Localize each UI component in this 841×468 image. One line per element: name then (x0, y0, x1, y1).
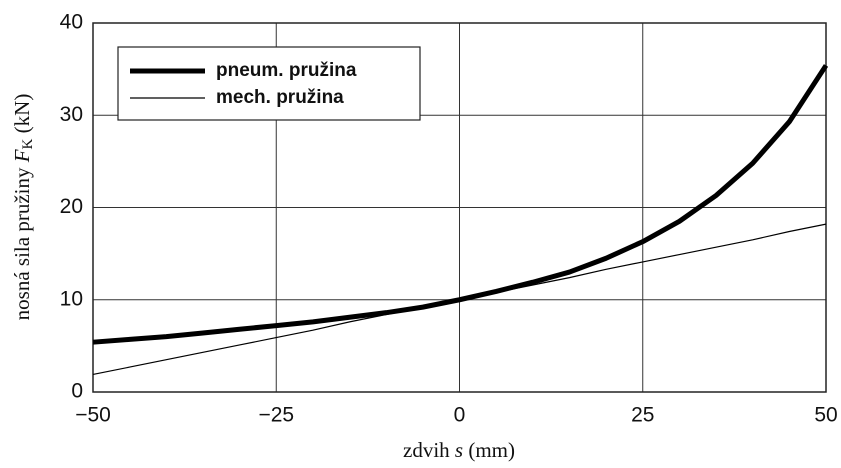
x-label-symbol: s (455, 438, 463, 462)
y-tick-label: 10 (60, 287, 83, 310)
x-tick-label: 50 (814, 404, 837, 427)
x-tick-label: −50 (75, 404, 111, 427)
y-label-subscript: K (20, 138, 36, 149)
y-tick-label: 0 (71, 380, 83, 403)
x-label-text: zdvih (403, 438, 455, 462)
x-label-unit: (mm) (463, 438, 515, 462)
x-tick-label: −25 (258, 404, 294, 427)
y-tick-label: 30 (60, 103, 83, 126)
x-axis-label: zdvih s (mm) (403, 438, 515, 462)
legend: pneum. pružina mech. pružina (117, 46, 421, 121)
y-label-unit: (kN) (10, 94, 34, 139)
y-tick-label: 20 (60, 195, 83, 218)
legend-box (117, 46, 421, 121)
series-line (92, 223, 827, 376)
x-tick-label: 0 (454, 404, 466, 427)
legend-label: pneum. pružina (216, 60, 357, 81)
plot-frame (92, 22, 827, 393)
legend-label: mech. pružina (216, 87, 344, 108)
y-tick-label: 40 (60, 11, 83, 34)
x-tick-label: 25 (631, 404, 654, 427)
y-axis-label: nosná sila pružiny FK (kN) (10, 94, 37, 321)
y-label-symbol: F (10, 149, 34, 163)
y-label-text: nosná sila pružiny (10, 162, 34, 320)
